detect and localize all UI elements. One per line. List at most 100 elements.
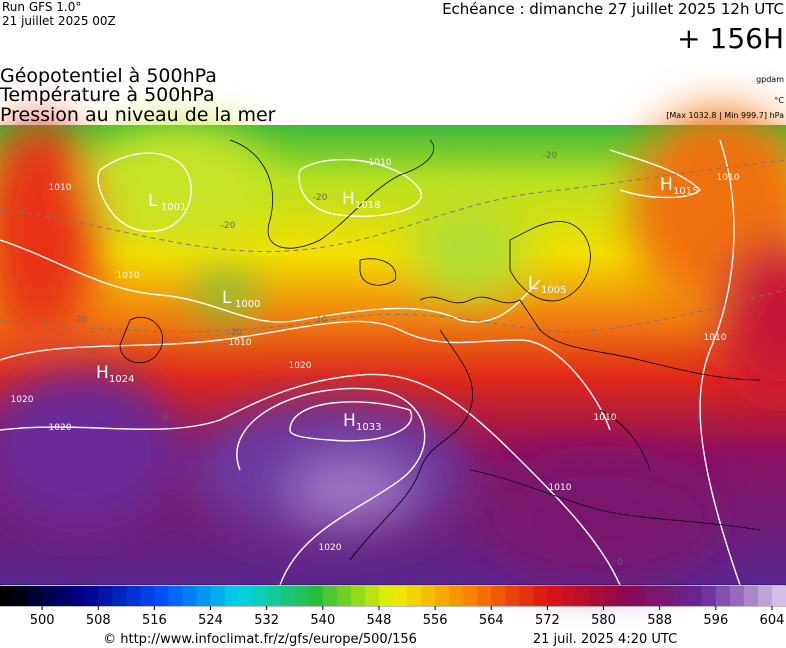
colorbar-label: 580 xyxy=(591,613,616,628)
colorbar-swatch xyxy=(98,586,113,606)
title: Température à 500hPa xyxy=(0,84,215,106)
colorbar-label: 604 xyxy=(760,613,785,628)
isobar-label: 1020 xyxy=(11,395,34,405)
isobar-label: 1010 xyxy=(229,338,252,348)
center-letter: L xyxy=(148,191,158,211)
colorbar-swatch xyxy=(603,586,619,606)
isotherm-label: -20 xyxy=(313,193,328,203)
colorbar-swatch xyxy=(168,586,183,606)
isotherm-label: -10 xyxy=(313,315,328,325)
colorbar-swatch xyxy=(435,586,450,606)
colorbar-label: 572 xyxy=(535,613,560,628)
isobar-label: 1010 xyxy=(594,413,617,423)
colorbar-label: 500 xyxy=(30,613,55,628)
colorbar-swatch xyxy=(42,586,57,606)
colorbar-swatch xyxy=(322,586,338,606)
colorbar-swatch xyxy=(182,586,197,606)
colorbar-swatch xyxy=(70,586,85,606)
colorbar-swatch xyxy=(210,586,226,606)
center-letter: H xyxy=(343,411,356,431)
isobar-label: 1020 xyxy=(289,361,312,371)
colorbar-swatch xyxy=(729,586,745,606)
center-value: 1033 xyxy=(356,422,381,433)
colorbar-swatch xyxy=(771,586,786,606)
colorbar-swatch xyxy=(505,586,520,606)
isotherm-label: 0 xyxy=(617,558,623,568)
colorbar-swatch xyxy=(407,586,422,606)
unit-label: gpdam xyxy=(756,75,784,84)
isobar-label: 1020 xyxy=(49,423,72,433)
center-value: 1018 xyxy=(355,200,380,211)
colorbar-swatch xyxy=(463,586,478,606)
colorbar-swatch xyxy=(645,586,661,606)
colorbar-swatch xyxy=(575,586,590,606)
center-value: 1001 xyxy=(161,202,186,213)
colorbar-swatch xyxy=(0,586,15,606)
isobar-label: 1020 xyxy=(319,543,342,553)
colorbar-swatch xyxy=(687,586,703,606)
title: Géopotentiel à 500hPa xyxy=(0,65,217,87)
colorbar-swatch xyxy=(308,586,324,606)
isotherm-label: -20 xyxy=(228,328,243,338)
colorbar-swatch xyxy=(561,586,576,606)
colorbar-swatch xyxy=(659,586,675,606)
center-letter: L xyxy=(528,274,538,294)
lead-time: + 156H xyxy=(677,22,784,55)
colorbar-swatch xyxy=(533,586,548,606)
isotherm-label: -20 xyxy=(543,151,558,161)
valid-time: Echéance : dimanche 27 juillet 2025 12h … xyxy=(442,0,784,18)
run-label: Run GFS 1.0° xyxy=(2,0,81,14)
colorbar-label: 516 xyxy=(142,613,167,628)
colorbar-swatch xyxy=(56,586,71,606)
colorbar-swatch xyxy=(28,586,43,606)
colorbar-swatch xyxy=(449,586,464,606)
colorbar-swatch xyxy=(477,586,492,606)
colorbar-swatch xyxy=(112,586,127,606)
center-letter: H xyxy=(660,175,673,195)
colorbar-swatch xyxy=(196,586,212,606)
colorbar-label: 588 xyxy=(647,613,672,628)
colorbar-swatch xyxy=(280,586,296,606)
isotherm-label: 0 xyxy=(162,413,168,423)
isobar-label: 1010 xyxy=(49,183,72,193)
isotherm-label: -20 xyxy=(73,315,88,325)
colorbar-label: 532 xyxy=(254,613,279,628)
colorbar-swatch xyxy=(673,586,689,606)
colorbar-swatch xyxy=(252,586,268,606)
colorbar-swatch xyxy=(757,586,773,606)
colorbar-swatch xyxy=(14,586,29,606)
colorbar-swatch xyxy=(378,586,394,606)
unit-label: °C xyxy=(774,96,784,105)
colorbar-label: 556 xyxy=(423,613,448,628)
isobar-label: 1010 xyxy=(117,271,140,281)
colorbar-swatch xyxy=(393,586,408,606)
colorbar-swatch xyxy=(336,586,352,606)
colorbar-label: 508 xyxy=(86,613,111,628)
title: Pression au niveau de la mer xyxy=(0,104,276,126)
colorbar-swatch xyxy=(743,586,759,606)
colorbar-label: 564 xyxy=(479,613,504,628)
isobar-label: 1010 xyxy=(549,483,572,493)
colorbar-swatch xyxy=(294,586,310,606)
colorbar-label: 548 xyxy=(367,613,392,628)
colorbar-swatch xyxy=(617,586,633,606)
isobar-label: 1010 xyxy=(369,158,392,168)
isobar-label: 1010 xyxy=(704,333,727,343)
colorbar-swatch xyxy=(715,586,731,606)
colorbar-swatch xyxy=(547,586,562,606)
colorbar-label: 596 xyxy=(703,613,728,628)
colorbar-swatch xyxy=(238,586,254,606)
center-letter: H xyxy=(342,189,355,209)
map-field xyxy=(0,110,786,586)
colorbar-swatch xyxy=(701,586,717,606)
center-letter: H xyxy=(96,363,109,383)
isobar-label: 1010 xyxy=(717,173,740,183)
center-value: 1000 xyxy=(235,299,260,310)
colorbar-swatch xyxy=(491,586,506,606)
footer-date: 21 juil. 2025 4:20 UTC xyxy=(533,632,677,647)
center-letter: L xyxy=(222,288,232,308)
colorbar-swatch xyxy=(266,586,282,606)
colorbar-label: 524 xyxy=(198,613,223,628)
